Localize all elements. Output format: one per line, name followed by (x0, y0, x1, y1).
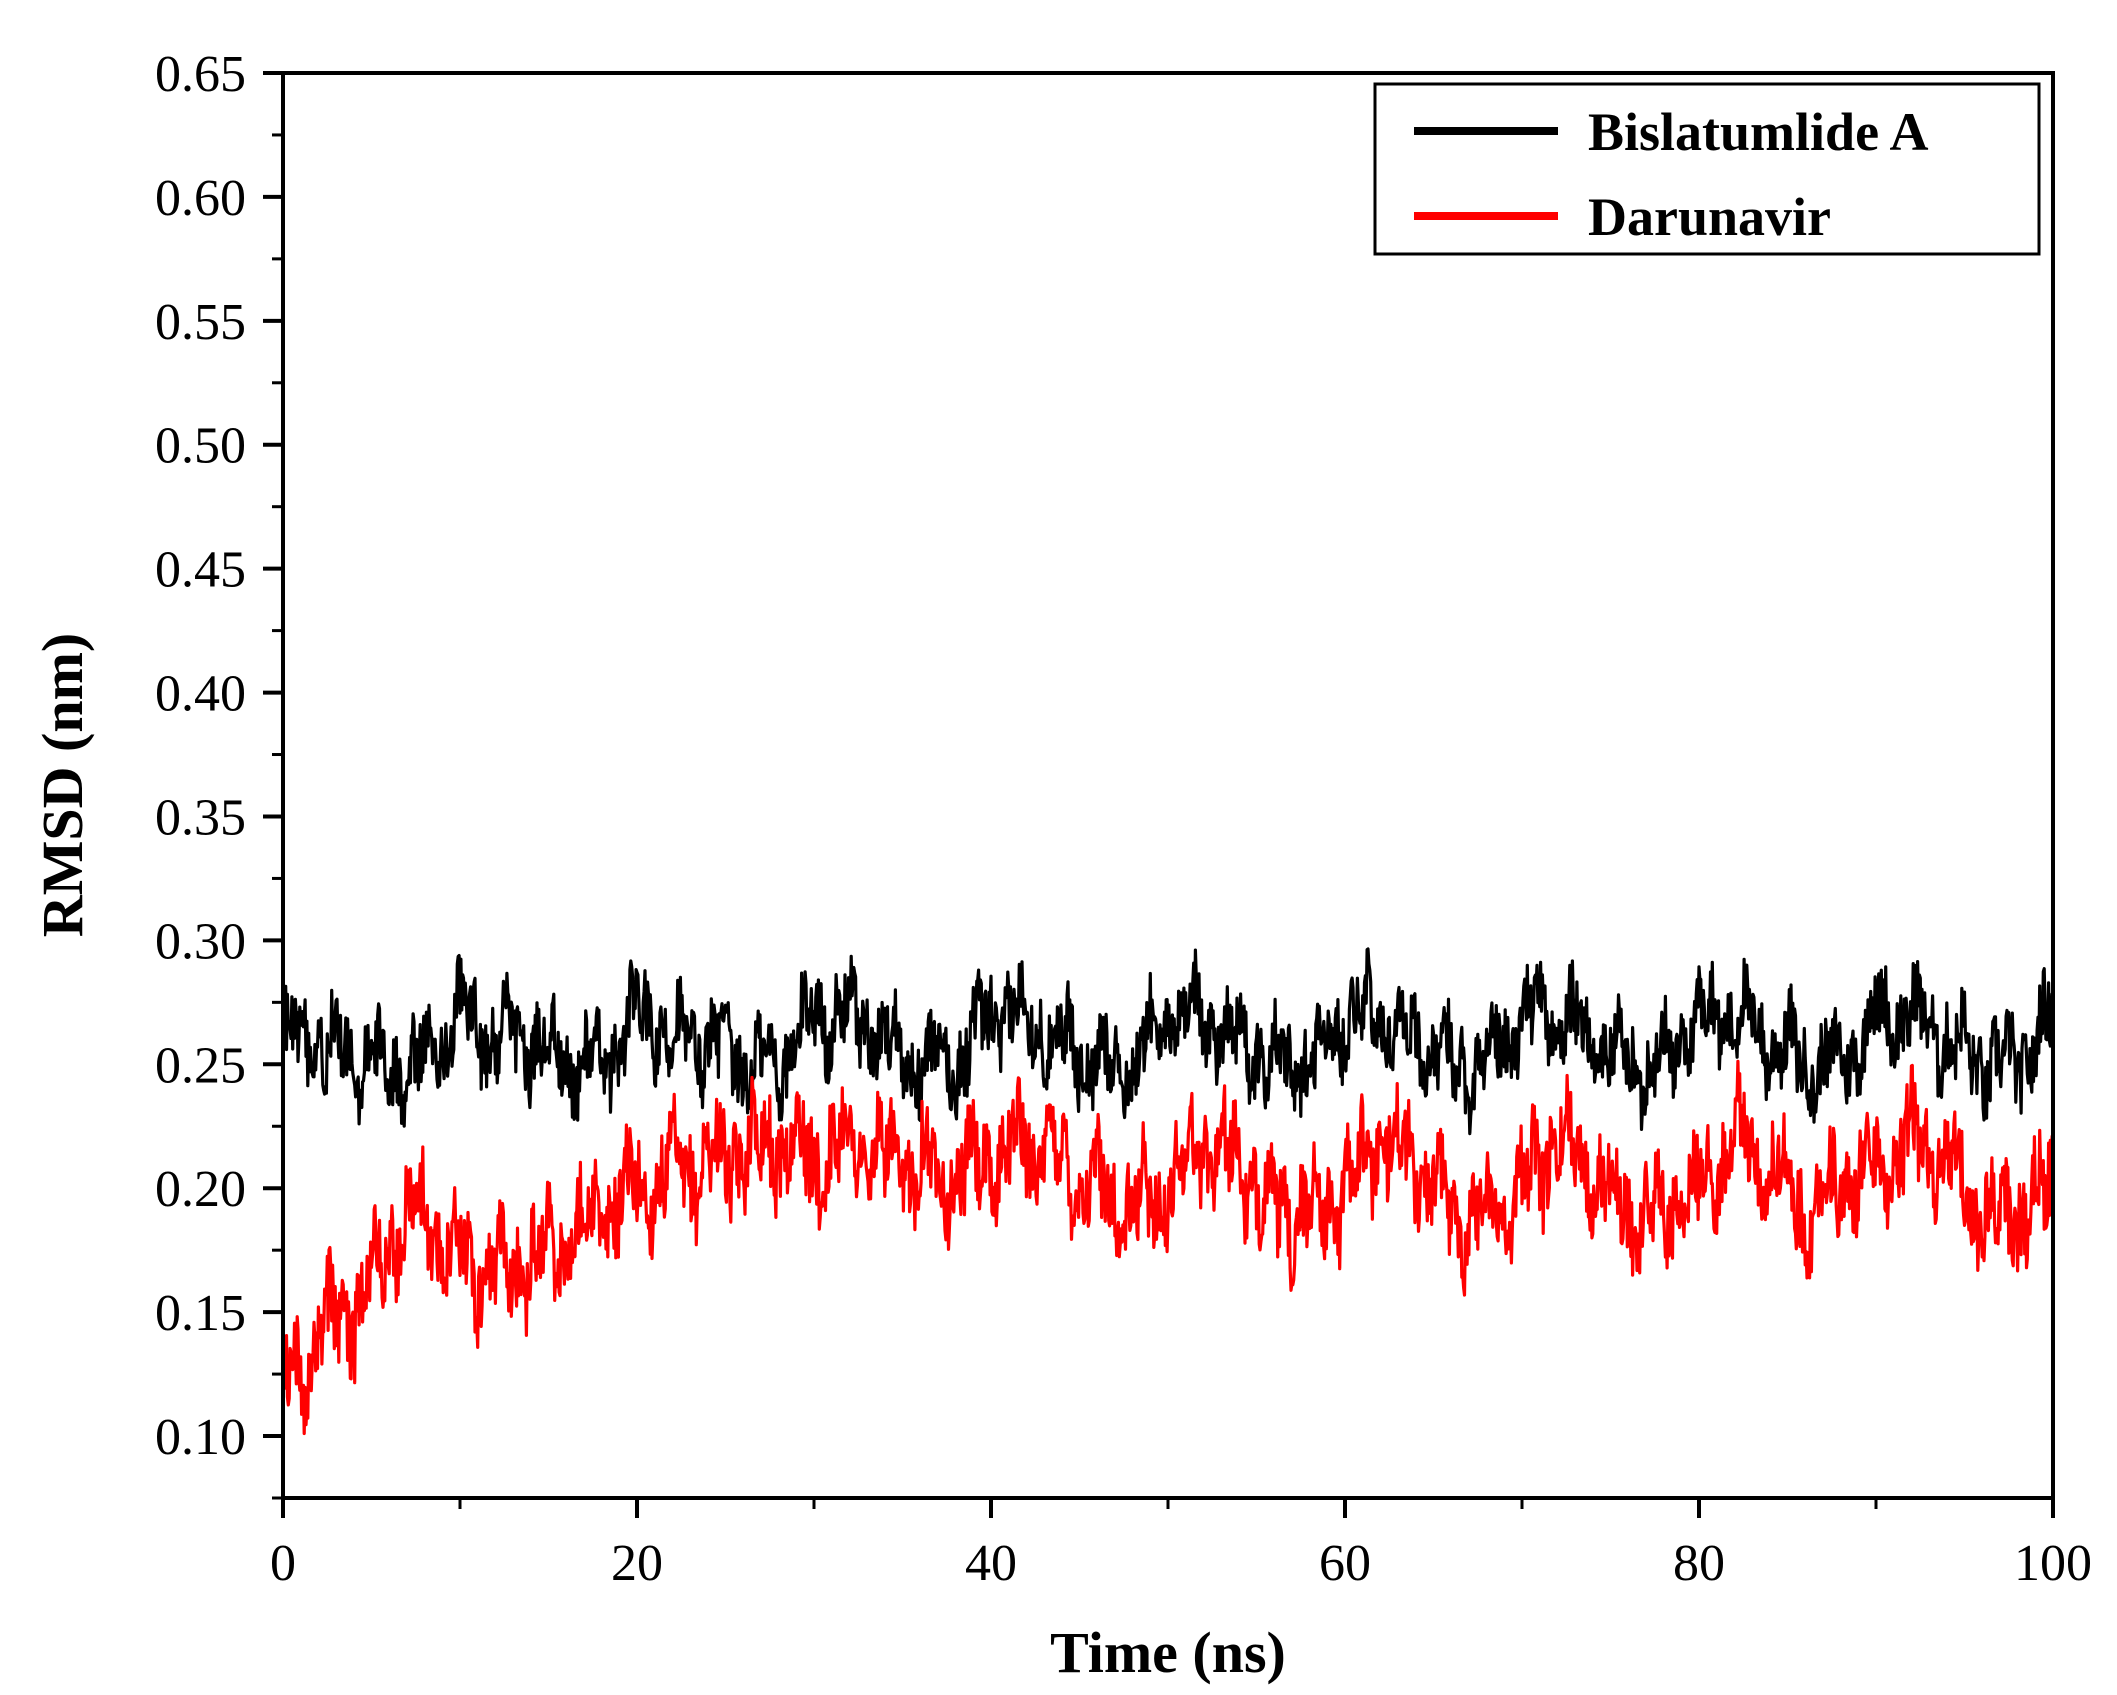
x-tick-label: 60 (1319, 1535, 1371, 1592)
x-tick-label: 20 (611, 1535, 663, 1592)
legend-label-darunavir: Darunavir (1588, 187, 1831, 247)
x-tick-label: 40 (965, 1535, 1017, 1592)
y-tick-label: 0.55 (155, 294, 246, 351)
series-line-bislatumlide-a (281, 947, 2055, 1136)
y-tick-label: 0.20 (155, 1161, 246, 1218)
y-axis-title: RMSD (nm) (30, 633, 95, 937)
y-tick-label: 0.40 (155, 666, 246, 723)
legend-box (1373, 82, 2041, 256)
x-tick-label: 80 (1673, 1535, 1725, 1592)
y-tick-label: 0.25 (155, 1037, 246, 1094)
series-line-darunavir (281, 1059, 2055, 1436)
y-tick-label: 0.15 (155, 1285, 246, 1342)
y-tick-label: 0.50 (155, 418, 246, 475)
axis-ticks: 0 20 40 60 80 100 0.10 0.15 0.20 0.25 0.30 0.35 0.40… (155, 46, 2092, 1592)
x-tick-label: 100 (2014, 1535, 2092, 1592)
y-tick-label: 0.35 (155, 789, 246, 846)
y-tick-label: 0.30 (155, 913, 246, 970)
legend: Bislatumlide A Darunavir (1373, 82, 2041, 256)
legend-label-bislatumlide-a: Bislatumlide A (1588, 102, 1929, 162)
x-tick-label: 0 (270, 1535, 296, 1592)
y-tick-label: 0.45 (155, 542, 246, 599)
y-tick-label: 0.10 (155, 1409, 246, 1466)
y-tick-label: 0.65 (155, 46, 246, 103)
y-tick-label: 0.60 (155, 170, 246, 227)
x-axis-title: Time (ns) (1050, 1620, 1286, 1685)
series-layer (281, 947, 2055, 1436)
